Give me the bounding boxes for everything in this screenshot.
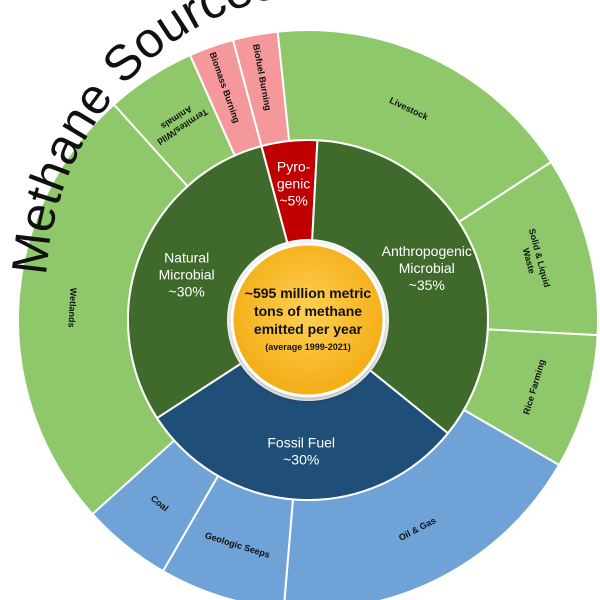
inner-segment-label-line: ~30% [283,451,319,467]
inner-segment-label-line: ~30% [169,283,205,299]
inner-segment-label-line: ~5% [279,193,307,209]
inner-segment-label-line: Pyro- [277,159,311,175]
center-line: tons of methane [254,303,362,319]
inner-ring: Pyro-genic ~5%Anthropogenic Microbial ~35%F… [127,139,489,501]
inner-segment-label-line: Natural [164,249,209,265]
inner-segment-label-line: ~35% [409,277,445,293]
inner-segment-label: Fossil Fuel ~30% [267,434,335,467]
outer-segment-label: Wetlands [66,288,78,328]
center-circle [230,242,386,398]
inner-segment-label: Natural Microbial ~30% [159,249,215,299]
inner-segment-label-line: genic [277,176,310,192]
center-note: (average 1999-2021) [265,342,351,352]
center-line: ~595 million metric [245,285,372,301]
center-line: emitted per year [254,321,363,337]
inner-segment-label-line: Microbial [399,260,455,276]
outer-segment-label-line: Wetlands [66,288,78,328]
inner-segment-label-line: Anthropogenic [382,243,472,259]
inner-segment-label-line: Fossil Fuel [267,434,335,450]
inner-segment-label-line: Microbial [159,266,215,282]
center-summary: ~595 million metric tons of methane emitte… [230,242,386,398]
inner-segment [127,144,289,420]
inner-segment-label: Pyro-genic ~5% [277,159,311,209]
inner-segment [155,362,450,501]
inner-segment-label: Anthropogenic Microbial ~35% [382,243,472,293]
inner-segment [311,139,489,435]
